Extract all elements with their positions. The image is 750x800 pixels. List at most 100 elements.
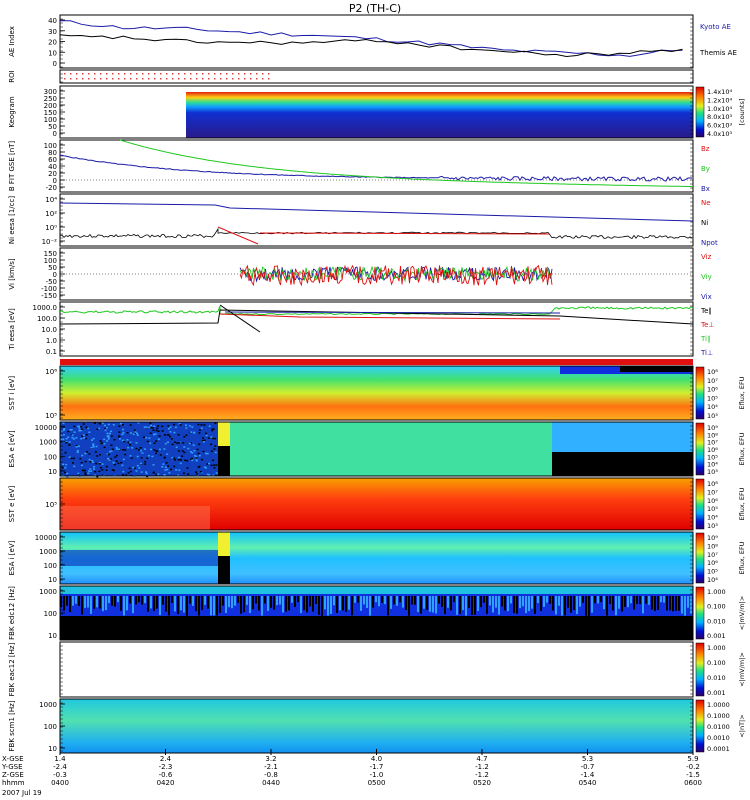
fbk-e12-stripe bbox=[528, 596, 530, 612]
esa-e-speckle bbox=[123, 440, 126, 443]
esa-e-speckle bbox=[115, 460, 118, 462]
fbk-e12-stripe bbox=[255, 596, 257, 604]
esa-e-speckle bbox=[174, 459, 177, 461]
esa-e-speckle bbox=[93, 422, 96, 424]
esa-e-speckle bbox=[76, 451, 79, 454]
esa-e-speckle bbox=[200, 424, 203, 426]
esa-e-gap-right bbox=[552, 452, 693, 476]
roi-dot bbox=[160, 78, 162, 80]
fbk-e12-stripe bbox=[267, 596, 269, 611]
fbk-e12-stripe bbox=[204, 596, 206, 605]
axis-tick-value: 0540 bbox=[579, 779, 597, 787]
colorbar-tick-label: 0.0010 bbox=[707, 734, 730, 742]
fbk-e12-stripe bbox=[516, 596, 518, 614]
fbk-e12-stripe bbox=[426, 596, 428, 610]
axis-tick-value: 5.3 bbox=[582, 755, 593, 763]
fbk-e12-stripe bbox=[195, 596, 197, 612]
esa-e-speckle bbox=[197, 423, 200, 426]
colorbar-tick-label: 4.0x10³ bbox=[707, 130, 732, 138]
esa-e-speckle bbox=[103, 446, 106, 449]
roi-dot bbox=[250, 78, 252, 80]
fbk-e12-stripe bbox=[321, 596, 323, 616]
y-tick-label: 300 bbox=[44, 88, 57, 96]
esa-e-speckle bbox=[122, 428, 124, 431]
fbk-e12-stripe bbox=[429, 596, 431, 612]
fbk-e12-stripe bbox=[651, 596, 653, 610]
fbk-e12-stripe bbox=[294, 596, 296, 608]
esa-e-speckle bbox=[84, 473, 87, 476]
esa-e-speckle bbox=[67, 436, 70, 438]
roi-dot bbox=[208, 78, 210, 80]
fbk-e12-stripe bbox=[240, 596, 242, 614]
fbk-e12-stripe bbox=[525, 596, 527, 614]
esa-e-speckle bbox=[138, 449, 140, 451]
velocity-noise bbox=[239, 266, 553, 283]
esa-e-speckle bbox=[138, 467, 141, 469]
ne-line bbox=[217, 226, 551, 245]
fbk-e12-stripe bbox=[306, 596, 308, 613]
npot-line bbox=[59, 202, 694, 222]
fbk-e12-stripe bbox=[207, 596, 209, 609]
esa-e-speckle bbox=[148, 426, 151, 429]
esa-e-speckle bbox=[135, 442, 138, 444]
esa-e-speckle bbox=[115, 454, 118, 457]
esa-e-speckle bbox=[75, 445, 78, 447]
sst-i-gap bbox=[620, 366, 693, 372]
fbk-e12-stripe bbox=[411, 596, 413, 605]
esa-e-speckle bbox=[191, 459, 194, 462]
y-tick-label: 10 bbox=[48, 468, 57, 476]
esa-e-speckle bbox=[171, 456, 174, 459]
roi-dot bbox=[238, 78, 240, 80]
y-tick-label: 1000.0 bbox=[33, 304, 58, 312]
y-tick-label: 1000 bbox=[39, 701, 57, 709]
esa-e-speckle bbox=[107, 436, 110, 439]
fbk-e12-stripe bbox=[399, 596, 401, 603]
fbk-e12-stripe bbox=[654, 596, 656, 611]
esa-e-speckle bbox=[153, 433, 156, 436]
fbk-e12-stripe bbox=[315, 596, 317, 604]
axis-tick-value: -1.5 bbox=[686, 771, 700, 779]
colorbar-label: [counts] bbox=[738, 99, 746, 126]
roi-dot bbox=[106, 78, 108, 80]
y-tick-label: 10 bbox=[48, 49, 57, 57]
esa-e-speckle bbox=[66, 475, 69, 478]
esa-e-speckle bbox=[91, 439, 93, 441]
esa-e-speckle bbox=[166, 434, 169, 436]
roi-dot bbox=[88, 78, 90, 80]
esa-e-speckle bbox=[120, 422, 122, 425]
fbk-e12-stripe bbox=[180, 596, 182, 611]
fbk-e12-stripe bbox=[471, 596, 473, 615]
roi-dot bbox=[220, 73, 222, 75]
esa-e-speckle bbox=[178, 423, 181, 425]
esa-e-speckle bbox=[92, 443, 95, 445]
esa-e-speckle bbox=[88, 453, 91, 455]
axis-row-label: Z-GSE bbox=[2, 771, 24, 779]
fbk-e12-stripe bbox=[132, 596, 134, 614]
esa-e-gap bbox=[218, 446, 230, 476]
colorbar-tick-label: 1.000 bbox=[707, 644, 726, 652]
fbk-e12-stripe bbox=[168, 596, 170, 616]
legend-entry: Themis AE bbox=[699, 49, 737, 57]
y-tick-label: 0 bbox=[53, 130, 57, 138]
roi-dot bbox=[160, 73, 162, 75]
fbk-e12-stripe bbox=[345, 596, 347, 612]
esa-e-speckle bbox=[129, 444, 132, 446]
fbk-e12-stripe bbox=[192, 596, 194, 606]
panel-ylabel: ESA i [eV] bbox=[8, 540, 16, 575]
esa-e-speckle bbox=[129, 441, 132, 443]
esa-e-speckle bbox=[158, 435, 161, 437]
esa-e-speckle bbox=[101, 442, 104, 444]
esa-e-speckle bbox=[167, 465, 170, 467]
y-tick-label: 10⁶ bbox=[45, 368, 57, 376]
colorbar-tick-label: 0.001 bbox=[707, 632, 726, 640]
roi-dot bbox=[166, 73, 168, 75]
y-tick-label: 40 bbox=[48, 163, 57, 171]
esa-e-speckle bbox=[195, 460, 198, 462]
esa-e-speckle bbox=[181, 455, 184, 457]
colorbar-tick-label: 10³ bbox=[707, 522, 718, 530]
esa-i-band bbox=[60, 550, 218, 566]
esa-e-speckle bbox=[80, 437, 83, 440]
fbk-e12-stripe bbox=[684, 596, 686, 616]
fbk-e12-stripe bbox=[606, 596, 608, 616]
esa-e-speckle bbox=[70, 429, 73, 431]
